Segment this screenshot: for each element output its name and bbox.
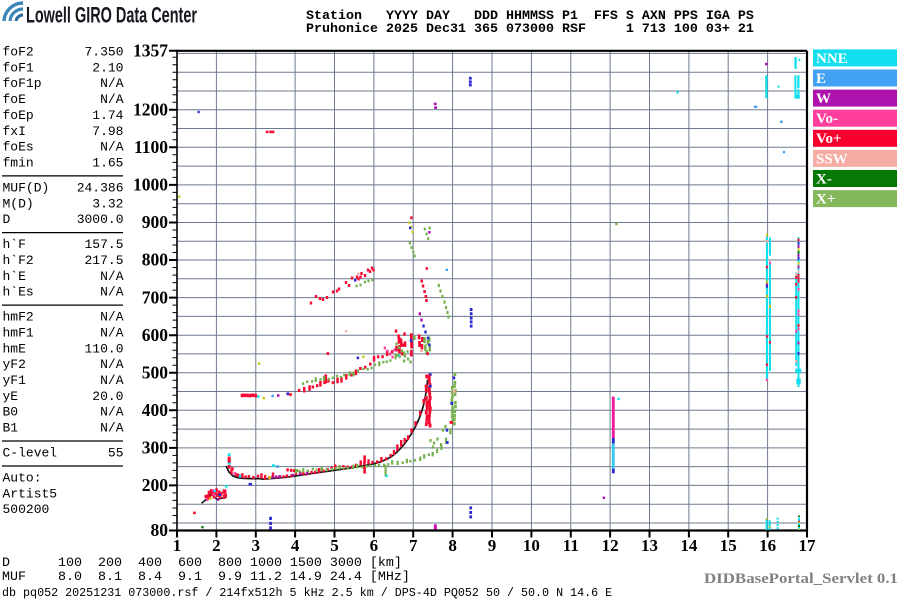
svg-text:db pq052 20251231 073000.rsf /: db pq052 20251231 073000.rsf / 214fx512h… <box>2 586 612 600</box>
svg-text:NNE: NNE <box>816 51 848 67</box>
svg-text:2: 2 <box>212 536 221 555</box>
svg-text:Artist5: Artist5 <box>3 486 58 501</box>
svg-text:DIDBasePortal_Servlet 0.1: DIDBasePortal_Servlet 0.1 <box>704 571 898 587</box>
svg-text:1.74: 1.74 <box>92 108 123 123</box>
svg-text:200: 200 <box>142 475 169 495</box>
svg-text:N/A: N/A <box>100 310 124 325</box>
svg-text:h`F: h`F <box>3 237 26 252</box>
svg-text:C-level: C-level <box>3 445 58 460</box>
svg-text:13: 13 <box>641 536 658 555</box>
svg-text:Vo+: Vo+ <box>816 131 842 147</box>
svg-text:N/A: N/A <box>100 76 124 91</box>
svg-text:4: 4 <box>291 536 300 555</box>
svg-text:16: 16 <box>759 536 776 555</box>
svg-text:1200: 1200 <box>133 100 168 120</box>
svg-text:15: 15 <box>720 536 737 555</box>
svg-text:B0: B0 <box>3 405 19 420</box>
svg-text:7.350: 7.350 <box>84 45 123 60</box>
svg-text:1000: 1000 <box>133 175 168 195</box>
svg-text:yF2: yF2 <box>3 357 26 372</box>
svg-text:MUF 8.0 8.1 8.4 9.1 9.9: MUF 8.0 8.1 8.4 9.1 9.9 11.2 14.9 24.4 [… <box>2 570 410 585</box>
svg-text:55: 55 <box>108 445 124 460</box>
svg-text:1.65: 1.65 <box>92 155 123 170</box>
svg-text:6: 6 <box>370 536 379 555</box>
svg-text:foEp: foEp <box>3 108 34 123</box>
svg-text:8: 8 <box>448 536 457 555</box>
svg-text:M(D): M(D) <box>3 196 34 211</box>
svg-text:E: E <box>816 71 826 87</box>
svg-text:foF1: foF1 <box>3 60 34 75</box>
svg-text:800: 800 <box>142 250 169 270</box>
svg-text:500: 500 <box>142 362 169 382</box>
svg-text:110.0: 110.0 <box>84 341 123 356</box>
svg-text:h`F2: h`F2 <box>3 253 34 268</box>
svg-text:157.5: 157.5 <box>84 237 123 252</box>
svg-text:1100: 1100 <box>134 137 168 157</box>
svg-text:N/A: N/A <box>100 357 124 372</box>
svg-text:N/A: N/A <box>100 373 124 388</box>
svg-text:Pruhonice 2025 Dec31 365 07300: Pruhonice 2025 Dec31 365 073000 RSF 1 71… <box>306 22 754 37</box>
svg-text:N/A: N/A <box>100 325 124 340</box>
svg-text:foF1p: foF1p <box>3 76 42 91</box>
svg-text:N/A: N/A <box>100 92 124 107</box>
svg-text:80: 80 <box>151 520 169 540</box>
svg-text:foE: foE <box>3 92 27 107</box>
svg-text:foEs: foEs <box>3 140 34 155</box>
svg-text:h`E: h`E <box>3 269 27 284</box>
svg-text:Auto:: Auto: <box>3 470 42 485</box>
svg-text:5: 5 <box>330 536 339 555</box>
svg-text:N/A: N/A <box>100 421 124 436</box>
svg-text:N/A: N/A <box>100 405 124 420</box>
svg-text:hmF1: hmF1 <box>3 325 34 340</box>
svg-text:9: 9 <box>488 536 497 555</box>
svg-text:D: D <box>3 212 11 227</box>
svg-text:yE: yE <box>3 389 19 404</box>
svg-text:7: 7 <box>409 536 418 555</box>
svg-text:217.5: 217.5 <box>84 253 123 268</box>
svg-text:900: 900 <box>142 212 169 232</box>
svg-text:h`Es: h`Es <box>3 285 34 300</box>
svg-text:11: 11 <box>563 536 579 555</box>
svg-text:3000.0: 3000.0 <box>77 212 124 227</box>
svg-text:1: 1 <box>173 536 182 555</box>
svg-text:Station YYYY DAY DDD HHMMS: Station YYYY DAY DDD HHMMSS P1 FFS S AXN… <box>306 9 754 24</box>
svg-text:17: 17 <box>799 536 817 555</box>
svg-text:Vo-: Vo- <box>816 111 838 127</box>
svg-text:20.0: 20.0 <box>92 389 123 404</box>
svg-text:N/A: N/A <box>100 269 124 284</box>
svg-text:10: 10 <box>523 536 540 555</box>
svg-text:3: 3 <box>252 536 261 555</box>
svg-text:N/A: N/A <box>100 140 124 155</box>
svg-text:1357: 1357 <box>133 41 168 61</box>
svg-text:Lowell GIRO Data Center: Lowell GIRO Data Center <box>26 3 197 28</box>
svg-text:N/A: N/A <box>100 285 124 300</box>
svg-text:700: 700 <box>142 287 169 307</box>
svg-text:14: 14 <box>680 536 698 555</box>
svg-text:24.386: 24.386 <box>77 180 124 195</box>
svg-text:400: 400 <box>142 400 169 420</box>
svg-text:W: W <box>816 91 831 107</box>
svg-text:hmE: hmE <box>3 341 27 356</box>
svg-text:7.98: 7.98 <box>92 124 123 139</box>
svg-text:B1: B1 <box>3 421 19 436</box>
svg-text:2.10: 2.10 <box>92 60 123 75</box>
svg-text:500200: 500200 <box>3 502 50 517</box>
svg-text:X-: X- <box>816 171 832 187</box>
svg-text:600: 600 <box>142 325 169 345</box>
svg-text:300: 300 <box>142 438 169 458</box>
svg-text:SSW: SSW <box>816 151 848 167</box>
svg-text:3.32: 3.32 <box>92 196 123 211</box>
svg-text:foF2: foF2 <box>3 45 34 60</box>
svg-text:fxI: fxI <box>3 124 26 139</box>
svg-text:hmF2: hmF2 <box>3 310 34 325</box>
svg-text:fmin: fmin <box>3 155 34 170</box>
svg-text:X+: X+ <box>816 192 835 208</box>
svg-text:D 100 200 400 600 800: D 100 200 400 600 800 1000 1500 3000 [km… <box>2 556 402 571</box>
svg-text:MUF(D): MUF(D) <box>3 180 50 195</box>
svg-text:yF1: yF1 <box>3 373 27 388</box>
svg-text:12: 12 <box>602 536 619 555</box>
